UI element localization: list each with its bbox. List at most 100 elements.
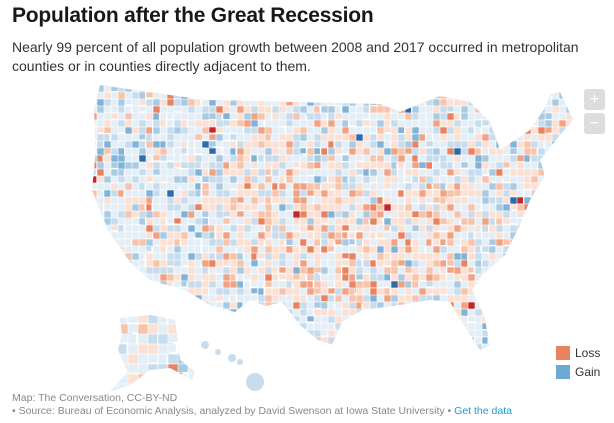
county[interactable] [489,351,495,360]
county[interactable] [383,161,392,171]
county[interactable] [537,252,548,264]
county[interactable] [523,238,530,248]
county[interactable] [432,315,445,327]
county[interactable] [180,343,191,355]
county[interactable] [257,336,270,346]
county[interactable] [446,329,456,339]
county[interactable] [306,224,315,232]
county[interactable] [572,252,583,265]
county[interactable] [404,308,412,317]
county[interactable] [124,273,135,281]
county[interactable] [334,329,344,339]
county[interactable] [418,182,426,192]
county[interactable] [530,245,542,257]
county[interactable] [376,308,387,321]
county[interactable] [166,280,174,290]
county[interactable] [90,168,97,176]
county[interactable] [208,252,216,261]
county[interactable] [509,301,521,309]
county[interactable] [215,85,226,96]
county[interactable] [124,238,132,247]
county[interactable] [96,343,107,355]
county[interactable] [509,329,517,342]
county[interactable] [418,308,431,317]
county[interactable] [516,329,529,339]
county[interactable] [530,308,542,317]
county[interactable] [177,333,193,345]
county[interactable] [572,301,579,310]
county[interactable] [509,91,517,101]
county[interactable] [418,336,431,347]
county[interactable] [90,287,101,301]
county[interactable] [250,203,259,211]
county[interactable] [108,323,118,337]
county[interactable] [271,336,280,346]
county[interactable] [222,245,231,254]
county[interactable] [502,252,515,260]
county[interactable] [383,154,392,163]
county[interactable] [544,287,556,296]
county[interactable] [314,351,320,362]
county[interactable] [110,322,117,332]
county[interactable] [90,231,99,243]
county[interactable] [551,315,558,322]
county[interactable] [565,85,575,97]
county[interactable] [237,359,243,365]
county[interactable] [145,301,156,309]
county[interactable] [103,329,113,337]
county[interactable] [572,154,584,162]
county[interactable] [355,252,364,260]
county[interactable] [96,329,107,341]
county[interactable] [228,354,236,362]
county[interactable] [383,85,394,96]
county[interactable] [341,175,349,184]
county[interactable] [467,85,475,93]
county[interactable] [285,85,297,94]
county[interactable] [418,133,426,142]
county[interactable] [488,343,496,350]
county[interactable] [523,343,534,353]
county[interactable] [565,126,575,134]
county[interactable] [369,126,377,134]
county[interactable] [391,351,402,357]
county[interactable] [362,105,370,114]
county[interactable] [117,126,125,133]
county[interactable] [530,196,540,205]
county[interactable] [572,217,585,230]
county[interactable] [348,85,361,97]
county[interactable] [90,161,97,170]
county[interactable] [572,182,581,195]
county[interactable] [509,266,518,276]
county[interactable] [572,224,580,235]
county[interactable] [236,85,249,96]
county[interactable] [131,301,144,312]
county[interactable] [572,287,580,295]
county[interactable] [369,175,377,183]
county[interactable] [537,161,546,170]
county[interactable] [90,224,101,234]
county[interactable] [502,105,511,118]
county[interactable] [138,147,148,156]
county[interactable] [327,98,335,106]
county[interactable] [565,329,574,338]
county[interactable] [313,147,321,155]
county[interactable] [328,351,336,363]
county[interactable] [551,301,564,310]
county[interactable] [292,161,300,168]
county[interactable] [404,245,413,254]
county[interactable] [453,336,466,346]
county[interactable] [355,343,367,355]
county[interactable] [516,287,529,299]
county[interactable] [509,119,518,132]
county[interactable] [572,112,583,125]
county[interactable] [537,308,550,316]
county[interactable] [173,301,186,309]
county[interactable] [369,280,378,289]
county[interactable] [425,85,438,95]
county[interactable] [187,245,195,254]
county[interactable] [537,203,545,211]
county[interactable] [306,85,319,93]
county[interactable] [439,343,452,355]
county[interactable] [194,322,207,334]
county[interactable] [565,294,577,305]
